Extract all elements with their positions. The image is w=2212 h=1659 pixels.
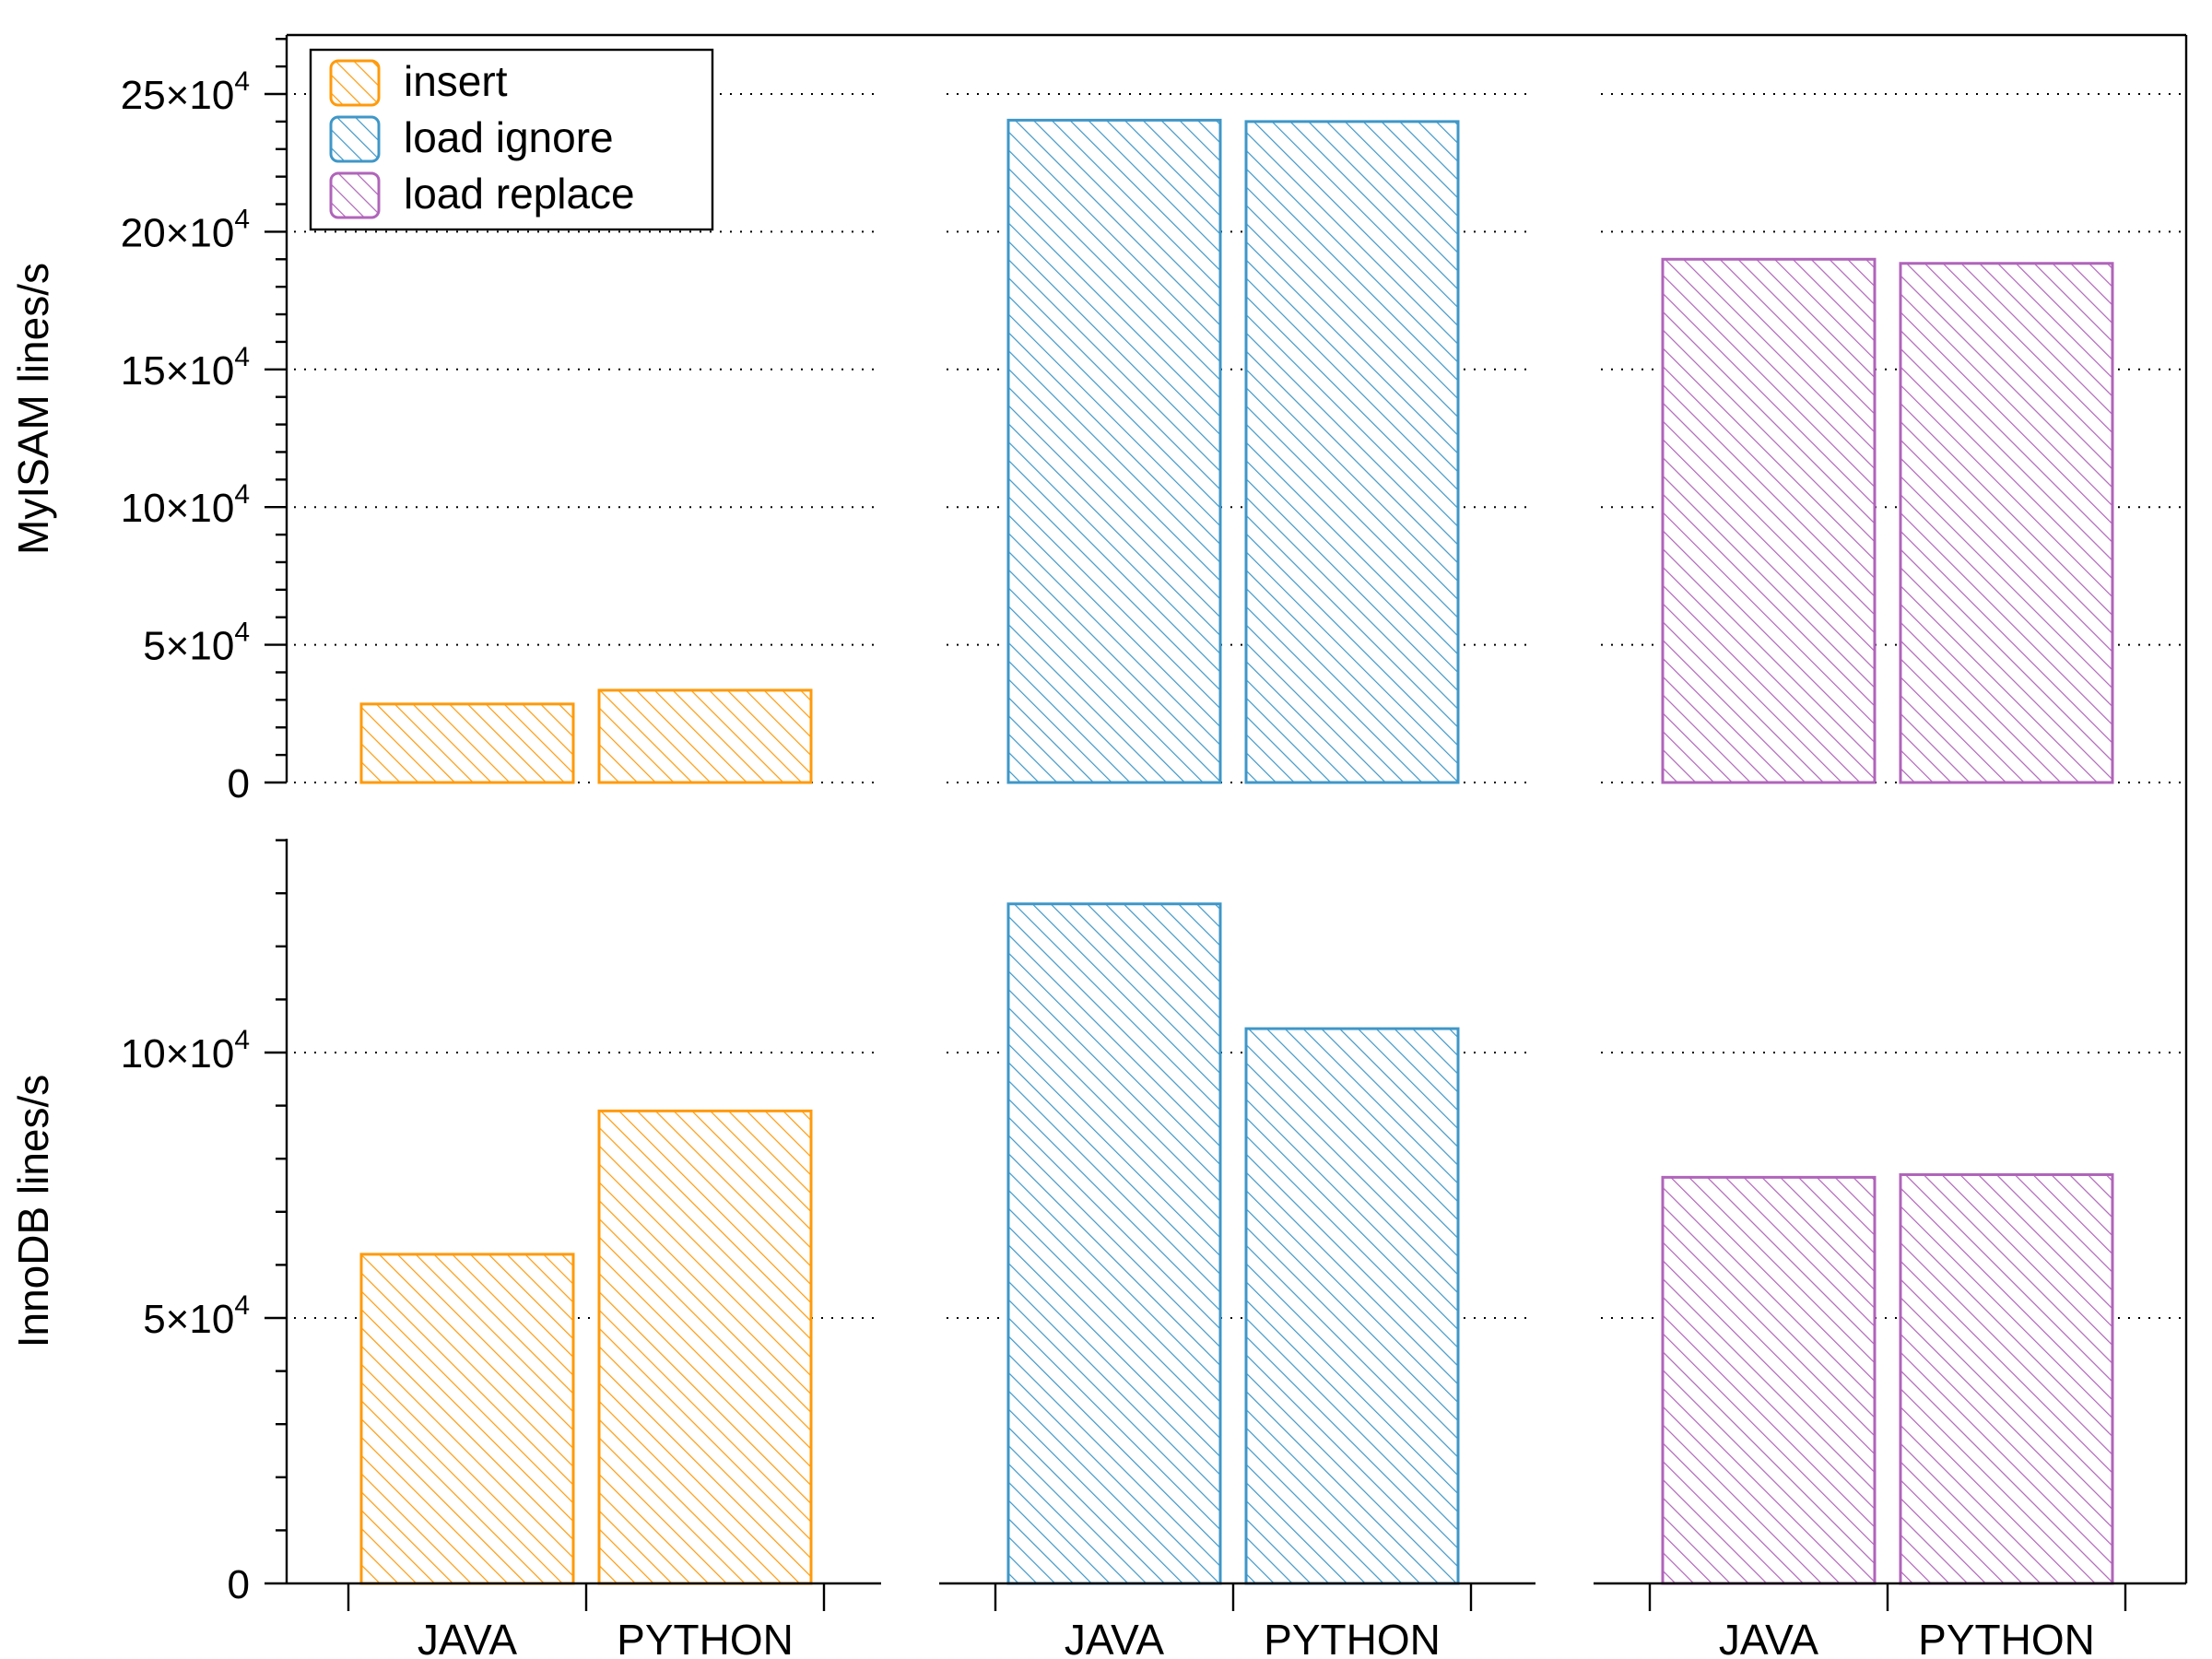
bar-load-ignore-java [1006, 118, 1222, 784]
y-tick-label: 15×104 [121, 342, 250, 394]
legend-swatch [329, 115, 381, 163]
x-tick-label: JAVA [1065, 1616, 1165, 1659]
y-tick-label: 20×104 [121, 204, 250, 255]
x-tick-label: JAVA [418, 1616, 518, 1659]
legend-swatch [329, 171, 381, 219]
legend: insert load ignore load replace [309, 48, 714, 231]
bar-load-ignore-python [1244, 1027, 1460, 1585]
legend-swatch [329, 59, 381, 107]
legend-label: load replace [404, 170, 635, 218]
bar-insert-java [359, 702, 575, 784]
bar-load-ignore-java [1006, 902, 1222, 1585]
y-axis-title: MyISAM lines/s [9, 263, 57, 555]
y-tick-label: 0 [228, 761, 250, 806]
y-axis-title: InnoDB lines/s [9, 1075, 57, 1348]
y-tick-label: 0 [228, 1562, 250, 1607]
bar-insert-python [597, 688, 813, 784]
x-tick-label: JAVA [1719, 1616, 1819, 1659]
bar-insert-python [597, 1109, 813, 1585]
y-tick-label: 5×104 [143, 1290, 250, 1342]
x-tick-label: PYTHON [1264, 1616, 1441, 1659]
y-tick-label: 25×104 [121, 66, 250, 118]
bar-load-ignore-python [1244, 120, 1460, 784]
y-tick-label: 5×104 [143, 618, 250, 669]
bar-load-replace-python [1899, 262, 2114, 784]
bar-load-replace-java [1661, 257, 1877, 784]
x-tick-label: PYTHON [1918, 1616, 2095, 1659]
x-tick-label: PYTHON [617, 1616, 794, 1659]
legend-label: load ignore [404, 113, 614, 161]
bar-load-replace-python [1899, 1172, 2114, 1585]
y-tick-label: 10×104 [121, 1025, 250, 1077]
bar-load-replace-java [1661, 1175, 1877, 1585]
bar-insert-java [359, 1253, 575, 1585]
y-tick-label: 10×104 [121, 479, 250, 531]
legend-label: insert [404, 57, 508, 105]
